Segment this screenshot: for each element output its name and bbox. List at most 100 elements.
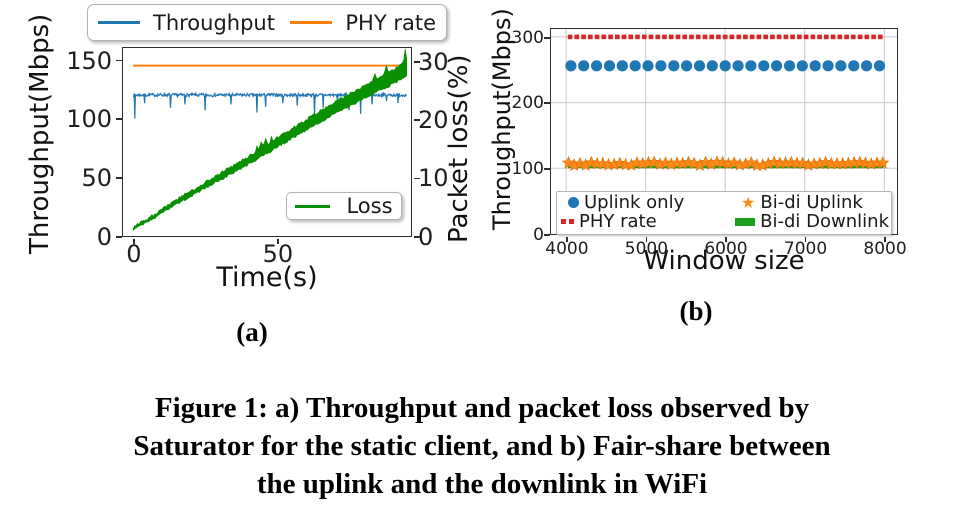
tick-label: 7000: [783, 239, 828, 259]
series-phy-rate-b: [655, 34, 661, 40]
series-phy-rate-b: [743, 34, 748, 40]
tick-mark: [566, 236, 568, 242]
series-phy-rate-b: [803, 34, 809, 40]
tick-label: 300: [511, 27, 544, 48]
legend-item-bidi-uplink: ★ Bi-di Uplink: [735, 192, 889, 213]
loss-line-swatch: [295, 204, 331, 208]
tick-label: 150: [66, 46, 112, 75]
tick-mark: [725, 236, 727, 242]
tick-mark: [804, 236, 807, 242]
series-phy-rate-b: [790, 34, 795, 40]
series-uplink-only: [873, 60, 886, 72]
series-phy-rate-b: [736, 34, 741, 40]
tick-mark: [544, 233, 550, 236]
series-phy-rate-b: [601, 34, 607, 40]
series-uplink-only: [783, 60, 796, 72]
series-uplink-only: [693, 60, 706, 72]
series-phy-rate-b: [756, 34, 762, 40]
series-loss: [132, 48, 408, 232]
series-phy-rate-b: [702, 34, 708, 40]
figure-caption: Figure 1: a) Throughput and packet loss …: [0, 389, 964, 503]
series-phy-rate-b: [648, 34, 654, 40]
series-uplink-only: [578, 60, 590, 72]
series-uplink-only: [603, 60, 616, 72]
series-uplink-only: [642, 60, 654, 72]
series-phy-rate-b: [857, 34, 863, 40]
tick-mark: [413, 235, 420, 238]
tick-mark: [116, 177, 122, 179]
chart-a-canvas: [132, 48, 408, 232]
legend-label-phy-rate: PHY rate: [345, 10, 436, 35]
series-phy-rate-b: [763, 34, 768, 40]
chart-b-ylabel: Throughput(Mbps): [488, 8, 516, 230]
series-uplink-only: [706, 60, 718, 72]
tick-label: 50: [262, 240, 294, 268]
series-phy-rate-b: [695, 34, 701, 40]
series-phy-rate-b: [797, 34, 802, 40]
series-uplink-only: [835, 60, 847, 72]
legend-item-phy-rate: PHY rate: [290, 11, 436, 35]
caption-line-1: Figure 1: a) Throughput and packet loss …: [154, 392, 810, 424]
tick-mark: [116, 235, 122, 238]
legend-label-throughput: Throughput: [153, 10, 275, 35]
series-phy-rate-b: [615, 34, 620, 40]
phy-square-2: [569, 219, 574, 224]
subcaption-a: (a): [236, 317, 268, 347]
series-phy-rate-b: [581, 34, 586, 40]
series-phy-rate-b: [709, 34, 714, 40]
tick-label: 6000: [704, 239, 748, 259]
legend-label-loss: Loss: [346, 194, 393, 218]
tick-mark: [116, 59, 122, 62]
chart-a-plot-area: [122, 47, 412, 237]
series-uplink-only: [668, 60, 680, 72]
series-uplink-only: [616, 60, 628, 72]
chart-b-xlabel: Window size: [643, 246, 805, 276]
chart-b-canvas: [551, 29, 897, 234]
series-phy-rate-b: [574, 34, 580, 40]
chart-a-legend: Throughput PHY rate: [87, 4, 447, 41]
tick-label: 100: [511, 159, 544, 180]
series-uplink-only: [732, 60, 744, 72]
tick-label: 0: [96, 222, 112, 251]
series-phy-rate-b: [716, 34, 721, 40]
series-phy-rate-b: [837, 34, 843, 40]
tick-label: 0: [533, 224, 544, 245]
series-uplink-only: [848, 60, 860, 72]
legend-item-phy-rate-b: PHY rate: [559, 211, 735, 232]
series-phy-rate-b: [729, 34, 735, 40]
tick-label: 0: [418, 222, 434, 251]
tick-mark: [413, 177, 420, 180]
legend-label-phy-rate-b: PHY rate: [579, 211, 657, 232]
series-phy-rate-b: [817, 34, 822, 40]
phy-rate-line-swatch: [290, 21, 333, 24]
series-phy-rate-b: [635, 34, 640, 40]
tick-label: 100: [66, 105, 112, 134]
tick-label: 50: [81, 164, 112, 193]
tick-label: 8000: [863, 239, 907, 259]
legend-label-bidi-uplink: Bi-di Uplink: [760, 192, 863, 213]
series-phy-rate-b: [621, 34, 627, 40]
tick-label: 30: [418, 47, 449, 76]
phy-square-1: [561, 219, 566, 224]
legend-label-bidi-downlink: Bi-di Downlink: [760, 211, 889, 232]
chart-a-xlabel: Time(s): [216, 262, 318, 293]
tick-mark: [884, 236, 886, 242]
series-phy-rate-b: [844, 34, 849, 40]
series-phy-rate-b: [608, 34, 613, 40]
series-phy-rate-b: [722, 34, 728, 40]
series-phy-rate-b: [682, 34, 687, 40]
legend-label-uplink-only: Uplink only: [584, 192, 685, 213]
series-uplink-only: [719, 60, 731, 72]
series-phy-rate-b: [668, 34, 674, 40]
chart-b-legend: Uplink only ★ Bi-di Uplink PHY rate Bi-d…: [556, 191, 892, 235]
chart-a-loss-legend: Loss: [286, 192, 402, 220]
tick-mark: [544, 168, 550, 170]
uplink-only-circle-marker: [568, 197, 579, 208]
tick-mark: [116, 118, 122, 121]
tick-mark: [645, 236, 648, 242]
series-uplink-only: [758, 60, 770, 72]
series-phy-rate-b: [851, 34, 856, 40]
legend-item-uplink-only: Uplink only: [559, 192, 735, 213]
bidi-downlink-line-marker: [735, 217, 756, 226]
